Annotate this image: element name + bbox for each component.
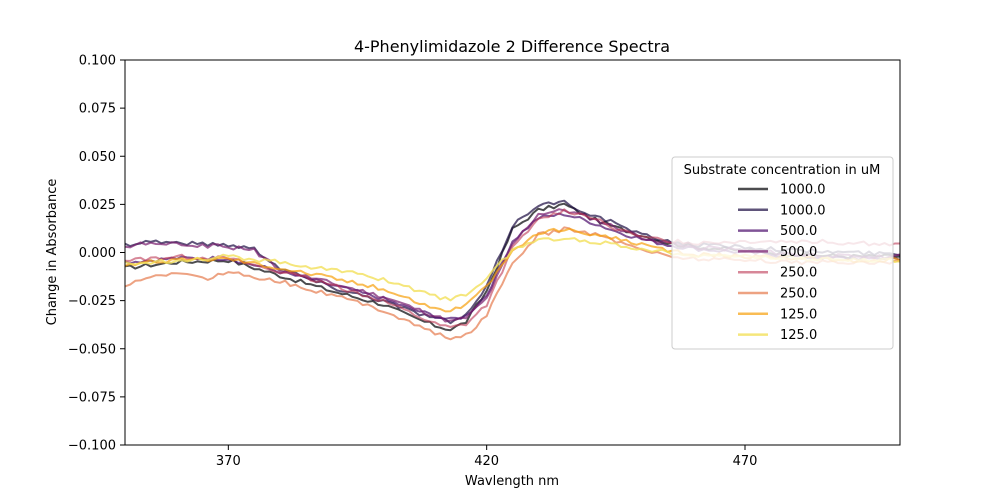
- y-axis: 0.100 0.075 0.050 0.025 0.000 −0.025 −0.050 −0.…: [68, 54, 125, 454]
- legend-label: 500.0: [780, 224, 817, 239]
- x-axis-label: Wavlength nm: [465, 474, 559, 489]
- y-tick-label: 0.100: [79, 54, 116, 69]
- y-tick-label: −0.100: [68, 439, 116, 454]
- y-tick-label: −0.050: [68, 342, 116, 357]
- y-tick-label: 0.025: [79, 198, 116, 213]
- x-tick-label: 370: [216, 454, 241, 469]
- y-tick-label: 0.075: [79, 102, 116, 117]
- x-tick-label: 420: [474, 454, 499, 469]
- legend-box: [671, 156, 894, 350]
- legend-label: 500.0: [780, 245, 817, 260]
- x-tick-label: 470: [733, 454, 758, 469]
- legend-label: 1000.0: [780, 203, 826, 218]
- y-tick-label: −0.025: [68, 294, 116, 309]
- legend-label: 125.0: [780, 328, 817, 343]
- legend-label: 250.0: [780, 287, 817, 302]
- series-layer: [124, 199, 901, 341]
- y-axis-label: Change in Absorbance: [45, 179, 60, 326]
- chart-title: 4-Phenylimidazole 2 Difference Spectra: [354, 37, 670, 56]
- legend-label: 1000.0: [780, 183, 826, 198]
- x-axis: 370 420 470: [216, 445, 757, 469]
- y-tick-label: 0.050: [79, 150, 116, 165]
- y-tick-label: −0.075: [68, 390, 116, 405]
- legend: Substrate concentration in uM 1000.01000…: [671, 156, 894, 350]
- legend-title: Substrate concentration in uM: [684, 163, 881, 178]
- legend-items: 1000.0 1000.0 500.0 500.0 250.0 250.0 125.0 125…: [738, 183, 826, 343]
- y-tick-label: 0.000: [79, 246, 116, 261]
- legend-label: 250.0: [780, 266, 817, 281]
- legend-label: 125.0: [780, 307, 817, 322]
